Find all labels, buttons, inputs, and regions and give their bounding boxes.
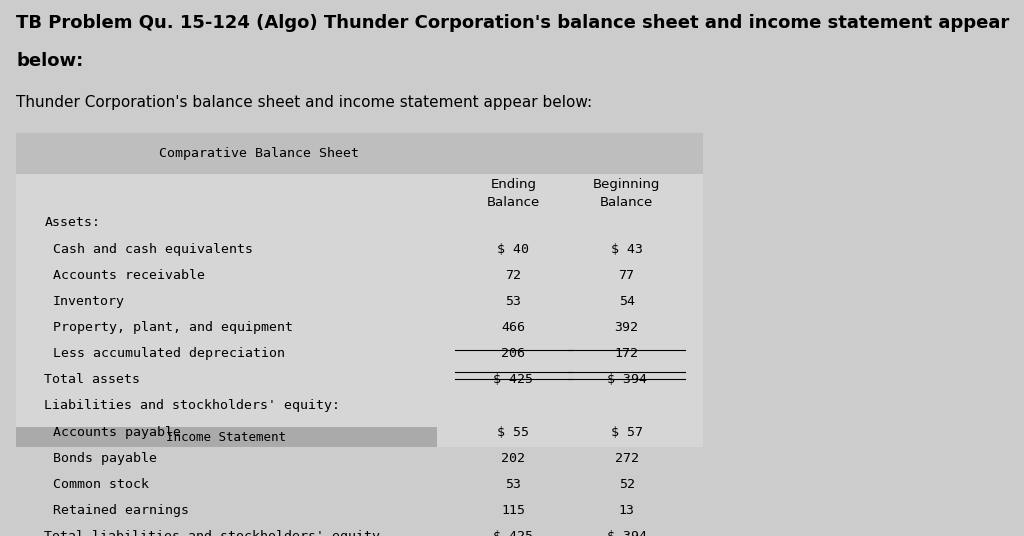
Text: 466: 466: [502, 321, 525, 334]
Text: Ending: Ending: [490, 178, 537, 191]
Text: 272: 272: [614, 452, 639, 465]
Text: 202: 202: [502, 452, 525, 465]
Text: $ 43: $ 43: [610, 242, 643, 256]
Text: Beginning: Beginning: [593, 178, 660, 191]
Text: Total liabilities and stockholders' equity: Total liabilities and stockholders' equi…: [44, 530, 381, 536]
Text: Accounts receivable: Accounts receivable: [52, 269, 205, 282]
Text: Liabilities and stockholders' equity:: Liabilities and stockholders' equity:: [44, 399, 340, 412]
Text: Retained earnings: Retained earnings: [52, 504, 188, 517]
Text: Balance: Balance: [486, 196, 540, 210]
Text: Inventory: Inventory: [52, 295, 125, 308]
Text: 206: 206: [502, 347, 525, 360]
Text: $ 40: $ 40: [498, 242, 529, 256]
FancyBboxPatch shape: [16, 133, 703, 447]
Text: Less accumulated depreciation: Less accumulated depreciation: [52, 347, 285, 360]
Text: 13: 13: [618, 504, 635, 517]
Text: TB Problem Qu. 15-124 (Algo) Thunder Corporation's balance sheet and income stat: TB Problem Qu. 15-124 (Algo) Thunder Cor…: [16, 14, 1010, 32]
Text: Bonds payable: Bonds payable: [52, 452, 157, 465]
Text: Assets:: Assets:: [44, 217, 100, 229]
Text: 77: 77: [618, 269, 635, 282]
Text: below:: below:: [16, 53, 83, 70]
Text: $ 425: $ 425: [494, 530, 534, 536]
Text: Balance: Balance: [600, 196, 653, 210]
Text: $ 394: $ 394: [606, 530, 646, 536]
Text: 172: 172: [614, 347, 639, 360]
Text: Common stock: Common stock: [52, 478, 148, 491]
Text: 392: 392: [614, 321, 639, 334]
Text: 115: 115: [502, 504, 525, 517]
Text: 53: 53: [506, 295, 521, 308]
Text: $ 55: $ 55: [498, 426, 529, 438]
Text: 53: 53: [506, 478, 521, 491]
Text: Comparative Balance Sheet: Comparative Balance Sheet: [159, 147, 358, 160]
Text: $ 425: $ 425: [494, 373, 534, 386]
Text: Income Statement: Income Statement: [166, 430, 287, 443]
Text: Property, plant, and equipment: Property, plant, and equipment: [52, 321, 293, 334]
Text: Thunder Corporation's balance sheet and income statement appear below:: Thunder Corporation's balance sheet and …: [16, 95, 592, 110]
Text: 54: 54: [618, 295, 635, 308]
Text: $ 394: $ 394: [606, 373, 646, 386]
Text: 52: 52: [618, 478, 635, 491]
FancyBboxPatch shape: [16, 427, 436, 447]
Text: $ 57: $ 57: [610, 426, 643, 438]
Text: Accounts payable: Accounts payable: [52, 426, 180, 438]
FancyBboxPatch shape: [16, 133, 703, 174]
Text: Cash and cash equivalents: Cash and cash equivalents: [52, 242, 253, 256]
Text: 72: 72: [506, 269, 521, 282]
Text: Total assets: Total assets: [44, 373, 140, 386]
